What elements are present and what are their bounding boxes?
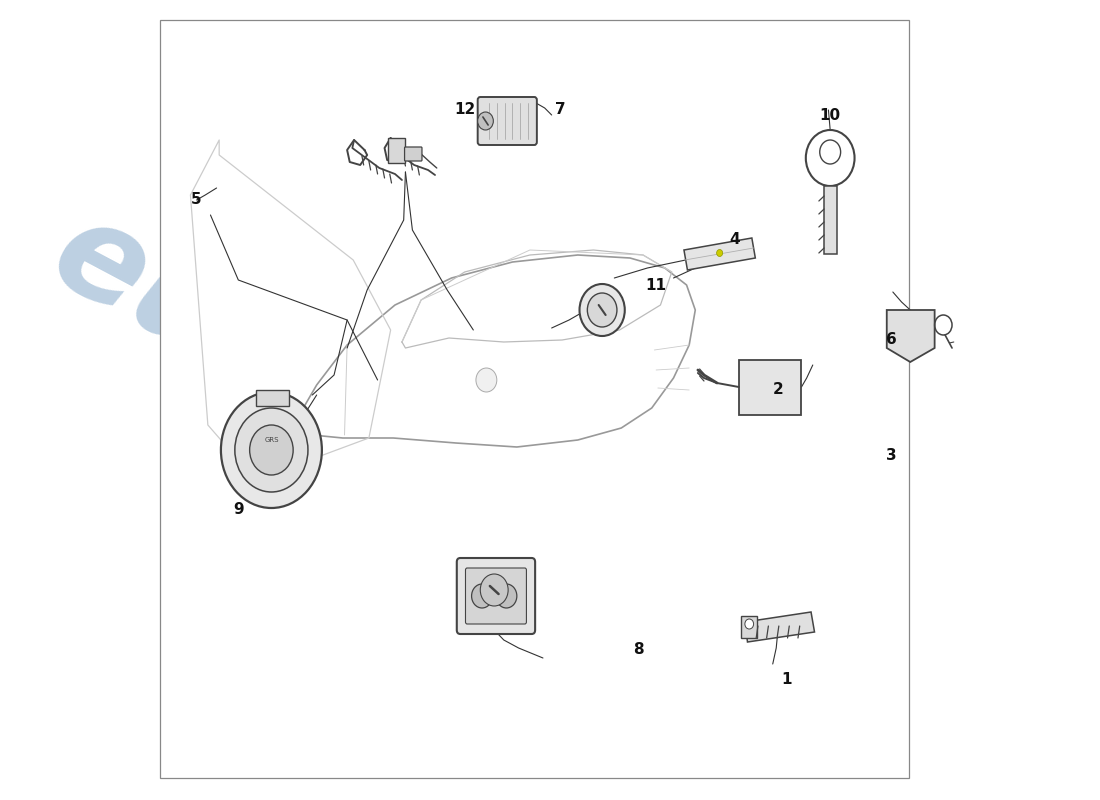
Bar [741,616,757,638]
Text: 12: 12 [454,102,475,118]
FancyBboxPatch shape [465,568,527,624]
Text: 1: 1 [781,673,792,687]
Circle shape [221,392,322,508]
Circle shape [481,574,508,606]
Circle shape [716,250,723,257]
Text: 5: 5 [191,193,202,207]
Text: a passion for parts since 1985: a passion for parts since 1985 [202,469,623,711]
Circle shape [820,140,840,164]
Text: 11: 11 [646,278,667,293]
FancyBboxPatch shape [405,147,422,161]
FancyBboxPatch shape [477,97,537,145]
Bar [255,390,289,406]
Text: eurospares: eurospares [32,188,828,692]
Bar [824,186,837,254]
Circle shape [587,293,617,327]
Text: 4: 4 [729,233,740,247]
Circle shape [234,408,308,492]
Text: 7: 7 [556,102,565,118]
Polygon shape [684,238,756,270]
Polygon shape [887,310,935,362]
FancyBboxPatch shape [456,558,535,634]
Circle shape [496,584,517,608]
Text: 2: 2 [772,382,783,398]
Bar [739,360,802,415]
Text: 10: 10 [820,107,840,122]
Polygon shape [745,612,814,642]
Text: 3: 3 [886,447,896,462]
Text: 8: 8 [634,642,643,658]
Text: GRS: GRS [264,437,278,443]
Text: 6: 6 [886,333,896,347]
Circle shape [250,425,294,475]
Circle shape [472,584,493,608]
Circle shape [477,112,493,130]
Circle shape [476,368,497,392]
Bar [388,138,406,163]
Circle shape [580,284,625,336]
Text: 9: 9 [233,502,243,518]
Circle shape [745,619,754,629]
Bar [160,20,909,778]
